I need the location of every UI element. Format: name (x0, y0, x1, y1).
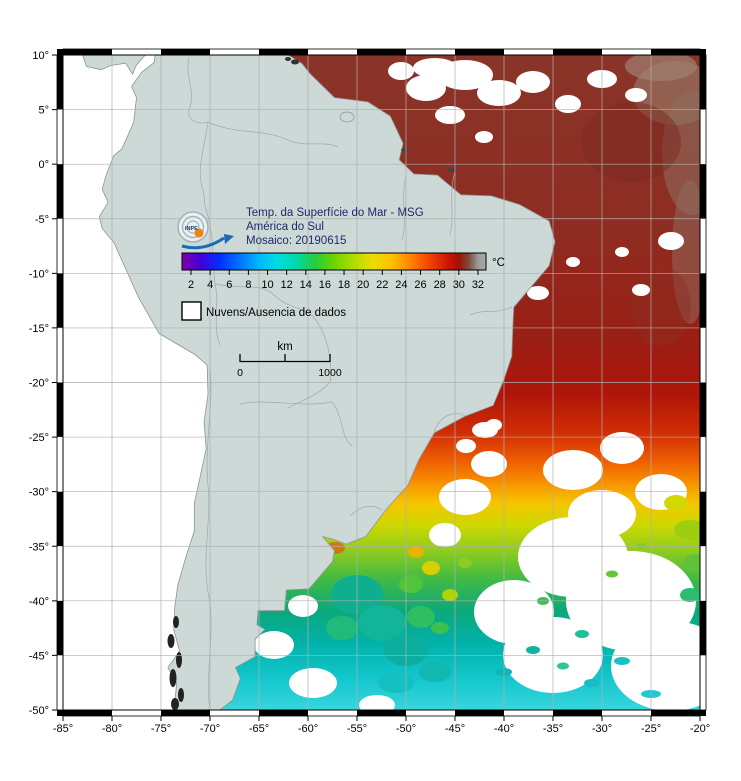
map-canvas: INPE Temp. da Superfície do Mar - MSG Am… (63, 55, 700, 710)
legend-title-line2: América do Sul (246, 221, 324, 233)
colorbar-tick-label: 2 (188, 279, 194, 291)
y-tick-label: -30° (29, 487, 49, 499)
y-tick-label: -10° (29, 268, 49, 280)
colorbar-tick-label: 4 (207, 279, 213, 291)
colorbar-tick-label: 6 (226, 279, 232, 291)
y-axis-labels: 10° 5° 0° -5° -10° -15° -20° -25° -30° -… (29, 50, 49, 717)
x-tick-label: -45° (445, 723, 465, 735)
scalebar: km 0 1000 (237, 341, 342, 379)
inpe-logo-swoosh (181, 236, 225, 250)
y-axis-ticks (52, 54, 57, 711)
x-tick-label: -40° (494, 723, 514, 735)
scalebar-line (239, 354, 331, 363)
colorbar-tick-label: 14 (300, 279, 312, 291)
x-tick-label: -55° (347, 723, 367, 735)
inpe-logo-arrowhead (224, 234, 234, 244)
y-tick-label: -45° (29, 650, 49, 662)
scalebar-start-label: 0 (237, 367, 243, 379)
legend-title-line3: Mosaico: 20190615 (246, 235, 346, 247)
scalebar-unit-label: km (277, 341, 292, 353)
inpe-logo-orange-dot (194, 228, 204, 238)
panama-land (82, 55, 146, 75)
x-tick-label: -65° (249, 723, 269, 735)
graticule (63, 55, 700, 710)
x-tick-label: -60° (298, 723, 318, 735)
inpe-logo-text: INPE (185, 226, 198, 232)
inpe-logo: INPE (177, 211, 234, 250)
colorbar-tick-label: 18 (338, 279, 350, 291)
legend: INPE Temp. da Superfície do Mar - MSG Am… (177, 207, 505, 379)
colorbar-tick-label: 24 (395, 279, 407, 291)
legend-title-line1: Temp. da Superfície do Mar - MSG (246, 207, 424, 219)
colorbar-tick-label: 22 (376, 279, 388, 291)
y-tick-label: 0° (38, 159, 49, 171)
y-tick-label: 10° (32, 50, 49, 62)
x-tick-label: -85° (53, 723, 73, 735)
x-axis-ticks (62, 716, 701, 721)
colorbar-tick-label: 10 (261, 279, 273, 291)
country-borders (187, 56, 513, 710)
colorbar-tick-label: 16 (319, 279, 331, 291)
colorbar: 2 4 6 8 10 12 14 16 18 20 22 24 26 28 30… (181, 252, 505, 291)
colorbar-ticks (190, 270, 479, 275)
colorbar-tick-label: 32 (472, 279, 484, 291)
nodata-legend: Nuvens/Ausencia de dados (181, 301, 346, 321)
colorbar-tick-label: 20 (357, 279, 369, 291)
y-tick-label: 5° (38, 105, 49, 117)
y-tick-label: -40° (29, 596, 49, 608)
colorbar-tick-label: 30 (453, 279, 465, 291)
x-tick-label: -75° (151, 723, 171, 735)
colorbar-tick-label: 8 (245, 279, 251, 291)
coastal-dark-details (167, 57, 457, 710)
x-tick-label: -35° (543, 723, 563, 735)
y-tick-label: -5° (35, 214, 49, 226)
y-tick-label: -35° (29, 541, 49, 553)
map-frame (52, 48, 707, 721)
x-tick-label: -25° (641, 723, 661, 735)
x-tick-label: -30° (592, 723, 612, 735)
x-tick-label: -70° (200, 723, 220, 735)
colorbar-tick-label: 28 (434, 279, 446, 291)
colorbar-tick-label: 12 (281, 279, 293, 291)
x-axis-labels: -85° -80° -75° -70° -65° -60° -55° -50° … (53, 723, 710, 735)
marajo-island (339, 111, 355, 123)
nodata-label: Nuvens/Ausencia de dados (206, 307, 346, 319)
y-tick-label: -25° (29, 432, 49, 444)
colorbar-tick-label: 26 (414, 279, 426, 291)
y-tick-label: -50° (29, 705, 49, 717)
nodata-swatch (181, 301, 202, 321)
y-tick-label: -20° (29, 378, 49, 390)
y-tick-label: -15° (29, 323, 49, 335)
x-tick-label: -50° (396, 723, 416, 735)
colorbar-unit-label: °C (492, 257, 505, 269)
scalebar-end-label: 1000 (318, 367, 342, 379)
x-tick-label: -20° (690, 723, 710, 735)
x-tick-label: -80° (102, 723, 122, 735)
